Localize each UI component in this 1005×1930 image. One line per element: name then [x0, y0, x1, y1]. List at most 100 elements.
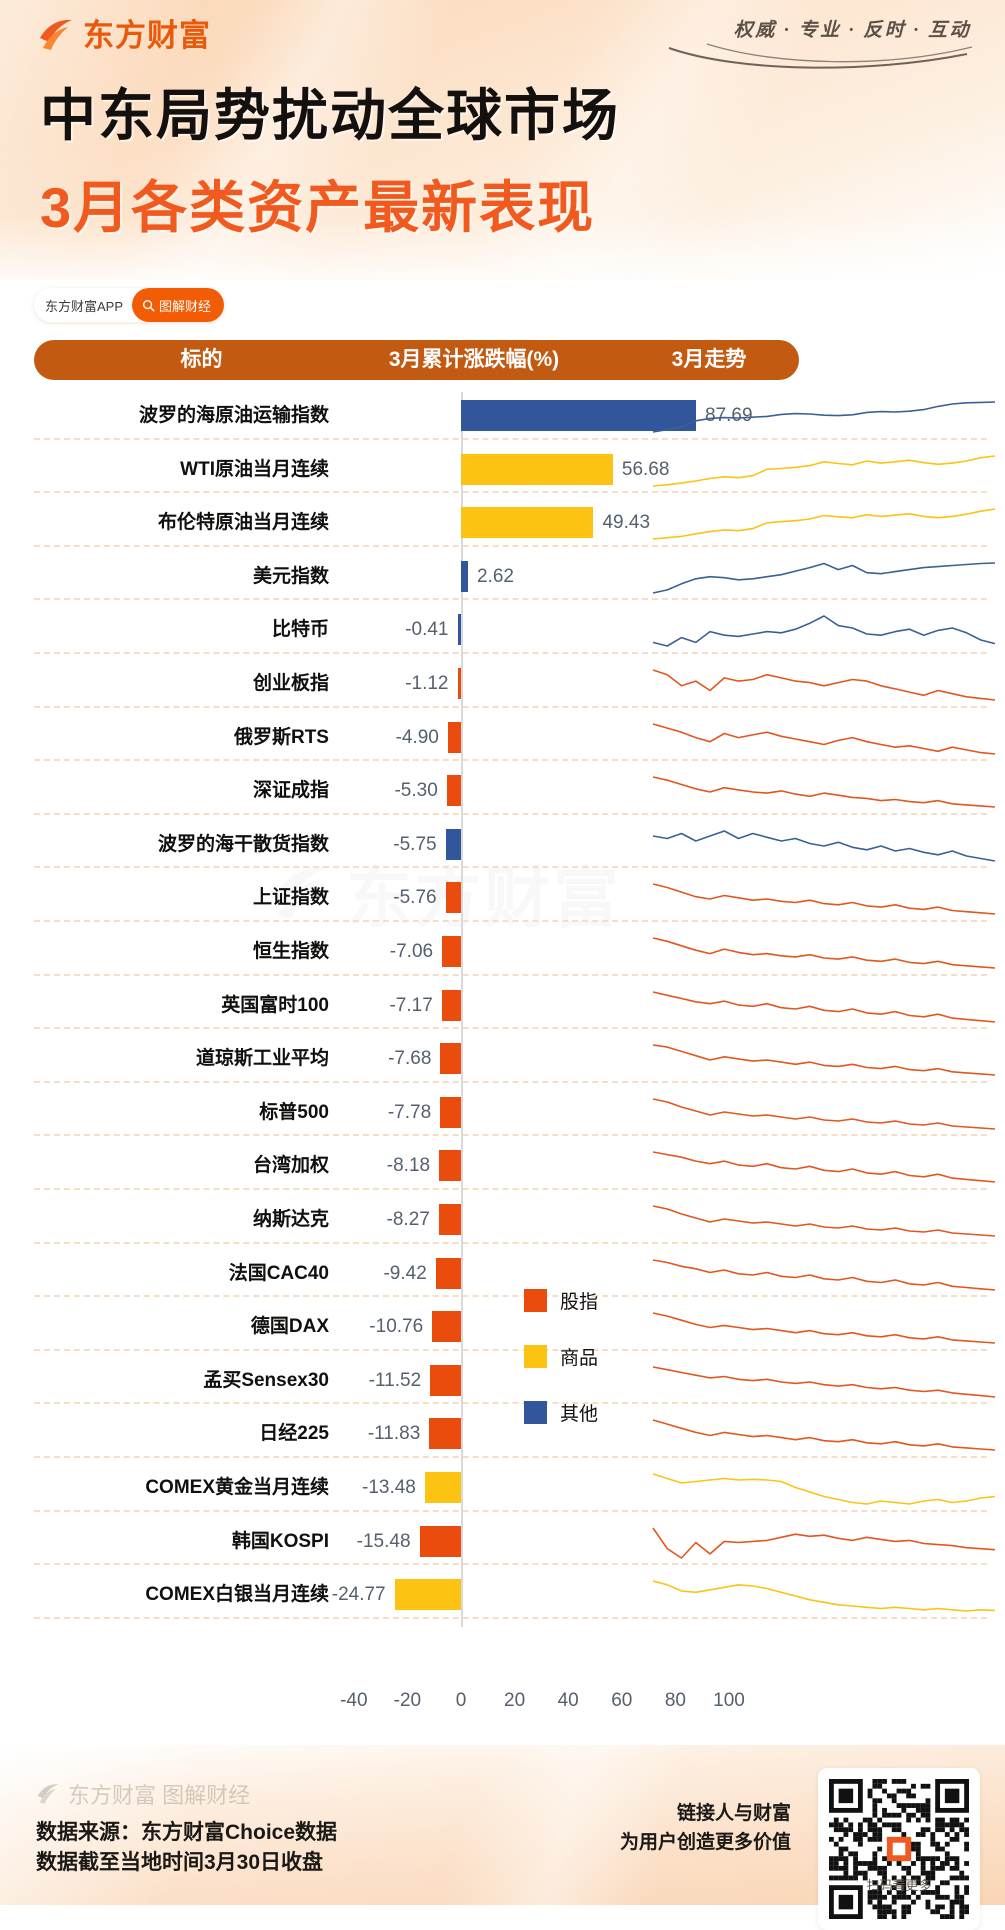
row-separator [34, 1455, 987, 1458]
row-value-label: 87.69 [705, 405, 753, 426]
legend-label: 其他 [560, 1403, 599, 1425]
table-row[interactable]: 标普500 -7.78 [0, 1089, 1005, 1137]
row-sparkline [652, 401, 996, 433]
table-row[interactable]: 深证成指 -5.30 [0, 767, 1005, 815]
row-asset-name: 道琼斯工业平均 [195, 1048, 329, 1070]
row-value-label: -5.30 [394, 780, 438, 802]
table-row[interactable]: 创业板指 -1.12 [0, 660, 1005, 708]
row-value-label: -7.78 [387, 1101, 432, 1123]
row-sparkline [652, 990, 996, 1023]
row-sparkline [652, 1205, 996, 1237]
row-value-label: -7.06 [389, 941, 434, 962]
table-row[interactable]: 纳斯达克 -8.27 [0, 1196, 1005, 1244]
row-sparkline [652, 776, 996, 808]
row-value-label: -4.90 [395, 726, 439, 748]
table-row[interactable]: 比特币 -0.41 [0, 606, 1005, 654]
row-bar [461, 507, 594, 539]
row-asset-name: 孟买Sensex30 [203, 1369, 329, 1391]
row-bar [430, 1364, 461, 1396]
search-icon [142, 299, 155, 311]
legend-item[interactable]: 其他 [524, 1384, 724, 1440]
table-row[interactable]: 恒生指数 -7.06 [0, 928, 1005, 976]
column-header-trend: 3月走势 [671, 348, 747, 371]
app-badge[interactable]: 东方财富APP 图解财经 [34, 288, 225, 322]
row-bar [457, 668, 461, 699]
chart-legend: 股指 商品其他 [524, 1272, 724, 1440]
row-asset-name: 波罗的海干散货指数 [157, 833, 329, 855]
table-row[interactable]: 上证指数 -5.76 [0, 874, 1005, 922]
row-bar [461, 453, 613, 485]
row-separator [34, 1027, 987, 1030]
table-row[interactable]: 台湾加权 -8.18 [0, 1142, 1005, 1190]
legend-item[interactable]: 股指 [524, 1272, 724, 1328]
legend-item[interactable]: 商品 [524, 1328, 724, 1384]
row-separator [34, 1616, 987, 1619]
table-row[interactable]: 英国富时100 -7.17 [0, 982, 1005, 1030]
table-row[interactable]: COMEX白银当月连续 -24.77 [0, 1571, 1005, 1619]
row-value-label: -15.48 [356, 1530, 411, 1552]
row-sparkline [652, 1312, 996, 1344]
qr-slogan-line-2: 为用户创造更多价值 [619, 1831, 791, 1853]
table-row[interactable]: 道琼斯工业平均 -7.68 [0, 1035, 1005, 1083]
row-separator [34, 812, 987, 815]
row-bar [439, 1150, 461, 1182]
row-bar [461, 560, 469, 592]
app-badge-pill[interactable]: 图解财经 [132, 288, 225, 322]
row-separator [34, 1563, 987, 1566]
table-row[interactable]: 德国DAX -10.76 [0, 1303, 1005, 1351]
table-row[interactable]: WTI原油当月连续 56.68 [0, 446, 1005, 494]
row-asset-name: COMEX黄金当月连续 [145, 1477, 329, 1498]
row-sparkline [652, 454, 996, 487]
row-value-label: -1.12 [405, 673, 449, 694]
table-row[interactable]: COMEX黄金当月连续 -13.48 [0, 1464, 1005, 1512]
row-value-label: -8.27 [386, 1209, 430, 1230]
qr-code-icon [829, 1779, 969, 1919]
row-bar [432, 1311, 461, 1343]
table-row[interactable]: 美元指数 2.62 [0, 553, 1005, 601]
row-separator [34, 1134, 987, 1137]
row-asset-name: 英国富时100 [221, 994, 329, 1016]
row-value-label: -11.83 [367, 1423, 421, 1445]
row-sparkline [652, 937, 996, 969]
x-axis-tick: 100 [713, 1690, 745, 1711]
row-sparkline [652, 615, 996, 648]
row-separator [34, 651, 987, 654]
row-separator [34, 491, 987, 494]
row-separator [34, 759, 987, 762]
table-row[interactable]: 韩国KOSPI -15.48 [0, 1518, 1005, 1566]
row-value-label: -24.77 [331, 1584, 386, 1606]
table-row[interactable]: 法国CAC40 -9.42 [0, 1250, 1005, 1298]
table-row[interactable]: 波罗的海干散货指数 -5.75 [0, 821, 1005, 869]
row-separator [34, 1295, 987, 1298]
row-value-label: 49.43 [602, 512, 651, 534]
row-separator [34, 1187, 987, 1190]
row-bar [440, 1043, 461, 1075]
row-asset-name: 德国DAX [250, 1316, 329, 1338]
row-sparkline [652, 1366, 996, 1398]
qr-slogan-line-1: 链接人与财富 [676, 1803, 791, 1824]
row-asset-name: 美元指数 [252, 565, 329, 587]
row-asset-name: 波罗的海原油运输指数 [138, 405, 329, 426]
row-separator [34, 437, 987, 440]
table-row[interactable]: 波罗的海原油运输指数 87.69 [0, 392, 1005, 440]
table-row[interactable]: 日经225 -11.83 [0, 1410, 1005, 1458]
table-row[interactable]: 孟买Sensex30 -11.52 [0, 1357, 1005, 1405]
x-axis-tick: 0 [455, 1690, 467, 1711]
qr-code[interactable] [818, 1768, 980, 1930]
row-separator [34, 705, 987, 708]
asset-performance-chart: 波罗的海原油运输指数 87.69 WTI原油当月连续 56.68 布伦特原油当月连续 49… [0, 392, 1005, 1662]
legend-swatch [524, 1344, 547, 1368]
row-value-label: -0.41 [405, 619, 449, 641]
row-bar [445, 882, 461, 914]
row-sparkline [652, 669, 996, 701]
table-row[interactable]: 布伦特原油当月连续 49.43 [0, 499, 1005, 547]
row-asset-name: 法国CAC40 [228, 1262, 329, 1284]
row-value-label: -13.48 [362, 1477, 416, 1498]
footer-watermark: 东方财富 图解财经 [36, 1778, 250, 1810]
row-value-label: -8.18 [386, 1155, 431, 1177]
table-row[interactable]: 俄罗斯RTS -4.90 [0, 714, 1005, 762]
row-sparkline [652, 1580, 996, 1612]
row-sparkline [652, 829, 996, 862]
x-axis-tick: 40 [557, 1690, 579, 1711]
headline-primary: 中东局势扰动全球市场 [40, 84, 620, 147]
